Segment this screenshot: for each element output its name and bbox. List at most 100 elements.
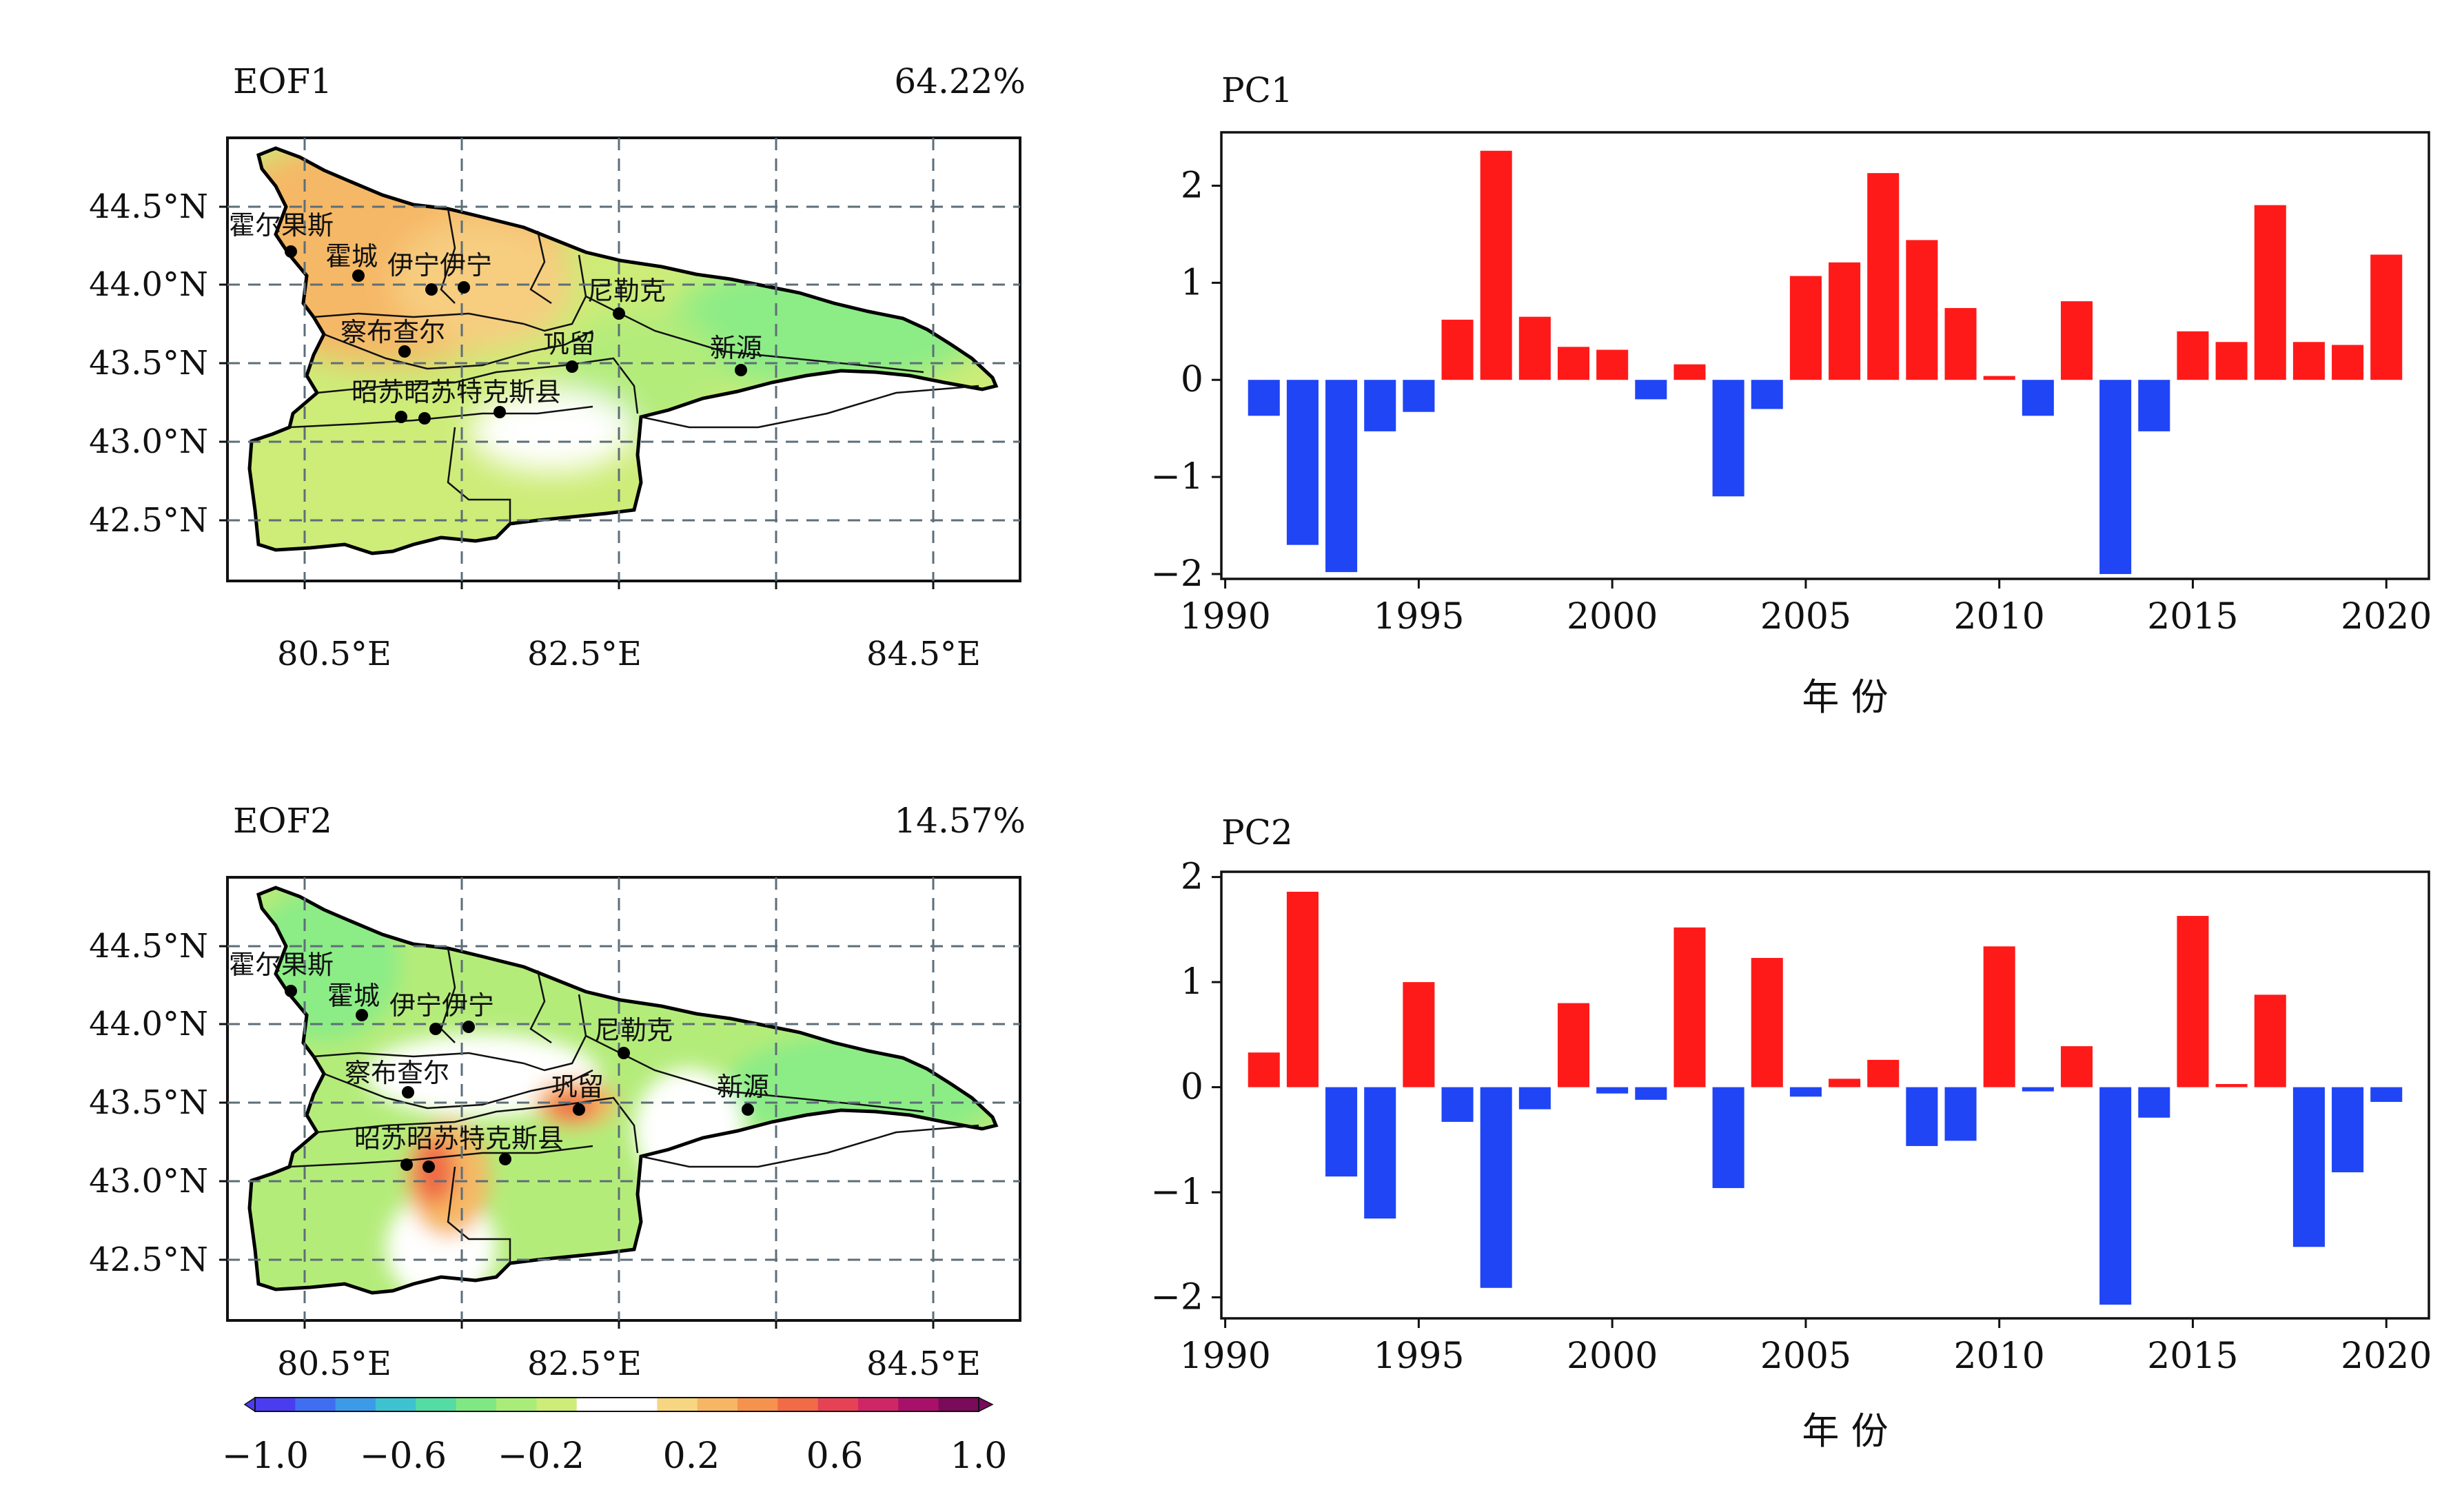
colorbar-segment [496,1398,537,1411]
pc2-bars [1248,891,2403,1305]
pc2-bar [1751,958,1783,1087]
pc2-ytick-label: 0 [1181,1067,1203,1108]
colorbar-segment [898,1398,939,1411]
pc2-ytick-label: −2 [1150,1277,1203,1318]
colorbar-segments [243,1396,994,1413]
pc2-xlabel: 年 份 [1802,1409,1888,1453]
pc1-bar [1480,150,1512,380]
pc2-bar [2215,1083,2248,1087]
pc1-xtick-label: 2015 [2147,596,2238,637]
pc2-bar [2292,1087,2325,1247]
station-label: 巩留 [543,329,596,359]
pc1-bar [1635,380,1667,400]
station-label: 察布查尔 [340,317,445,347]
colorbar-ticks: −1.0 −0.6 −0.2 0.2 0.6 1.0 [222,1436,1007,1477]
pc1-bar [2060,301,2093,380]
pc2-xtick-label: 2015 [2147,1336,2238,1377]
eof1-lat-label: 43.5°N [89,344,208,382]
pc1-bar [1518,316,1551,380]
colorbar-segment [617,1398,658,1411]
station-label: 尼勒克 [587,276,666,306]
pc1-bar [2099,380,2132,574]
station-marker [398,345,411,358]
pc1-title: PC1 [1221,70,1293,110]
pc2-xtick-label: 2005 [1760,1336,1851,1377]
colorbar-tick-label: 1.0 [950,1436,1008,1477]
eof2-lat-label: 42.5°N [89,1240,208,1279]
pc2-axes: 1990 1995 2000 2005 2010 2015 2020 2 1 0 −1 −2 [1150,857,2432,1377]
eof2-gongliu-hot-region [548,1092,596,1120]
pc1-xlabel: 年 份 [1802,675,1888,719]
eof1-variance: 64.22% [894,61,1026,101]
eof2-stations: 霍尔果斯 霍城 伊宁伊宁 察布查尔 尼勒克 巩留 新源 昭苏昭苏特克斯县 [229,950,769,1173]
station-marker [285,245,297,258]
station-label: 察布查尔 [345,1058,449,1088]
station-marker [618,1047,630,1059]
pc1-bar [2177,331,2209,380]
pc1-bar [1789,276,1822,380]
station-marker [418,412,431,425]
pc1-axes: 1990 1995 2000 2005 2010 2015 2020 2 1 0 −1 −2 [1150,131,2432,637]
station-marker [462,1021,475,1033]
pc1-bar [1557,347,1590,380]
pc2-bar [1712,1087,1744,1188]
pc2-ytick-label: −1 [1150,1172,1203,1213]
pc1-bar [1596,349,1629,380]
station-label: 伊宁伊宁 [389,990,494,1021]
pc2-bar [2099,1087,2132,1305]
pc2-bar [2370,1087,2403,1102]
eof2-axis-ticks [219,945,935,1329]
pc1-bar [1906,240,1938,380]
pc1-ytick-label: 1 [1181,262,1203,303]
station-label: 霍城 [327,981,380,1011]
pc2-frame [1220,870,2430,1320]
pc1-ytick-label: −2 [1150,553,1203,595]
eof2-zhaosu-hot-region [414,1138,455,1205]
pc2-bar [1635,1087,1667,1100]
eof1-graticule [227,138,1020,581]
station-marker [395,411,407,423]
station-label: 霍城 [325,241,378,272]
pc1-bar [1441,319,1474,380]
colorbar-segment [817,1398,859,1411]
colorbar-tick-label: 0.2 [663,1436,720,1477]
station-label: 霍尔果斯 [229,950,334,980]
station-label: 新源 [717,1072,769,1102]
station-label: 昭苏昭苏特克斯县 [352,377,561,407]
pc1-chart: PC1 1990 1995 2000 2005 2010 2015 2020210−1−2 … [1150,70,2432,719]
eof2-lon-label: 82.5°E [527,1345,642,1383]
pc1-ytick-label: −1 [1150,456,1203,498]
eof2-graticule [227,877,1020,1320]
pc2-bar [1673,927,1706,1087]
eof1-lat-labels: 44.5°N 44.0°N 43.5°N 43.0°N 42.5°N [89,187,208,540]
eof2-lat-label: 43.0°N [89,1162,208,1201]
pc2-ytick-label: 1 [1181,961,1203,1003]
pc2-chart: PC2 1990 1995 2000 2005 2010 2015 2020210−1−2 … [1150,813,2432,1453]
station-label: 尼勒克 [594,1015,673,1045]
pc2-bar [1325,1087,1358,1177]
eof2-lat-label: 43.5°N [89,1083,208,1122]
pc2-bar [1944,1087,1977,1141]
pc2-bar [2138,1087,2170,1118]
station-label: 霍尔果斯 [229,210,334,241]
colorbar-tick-label: 0.6 [806,1436,864,1477]
eof2-map-frame [226,876,1021,1322]
station-marker [425,283,438,296]
eof2-lon-label: 80.5°E [277,1345,391,1383]
pc2-bar [1480,1087,1512,1288]
pc1-xtick-label: 1995 [1373,596,1464,637]
pc2-bar [1286,891,1319,1087]
colorbar-tick-label: −1.0 [222,1436,309,1477]
eof1-map-panel: EOF1 64.22% [89,61,1026,673]
eof2-lon-label: 84.5°E [866,1345,981,1383]
colorbar-segment [335,1398,376,1411]
pc1-bar [1829,262,1861,380]
colorbar-segment [657,1398,698,1411]
eof2-lat-label: 44.0°N [89,1005,208,1043]
colorbar-max-arrow [978,1396,994,1413]
eof1-lat-label: 44.5°N [89,187,208,226]
pc2-bar [1789,1087,1822,1097]
pc2-bar [2177,916,2209,1087]
eof1-lon-label: 80.5°E [277,635,391,673]
pc2-bar [2022,1087,2054,1092]
